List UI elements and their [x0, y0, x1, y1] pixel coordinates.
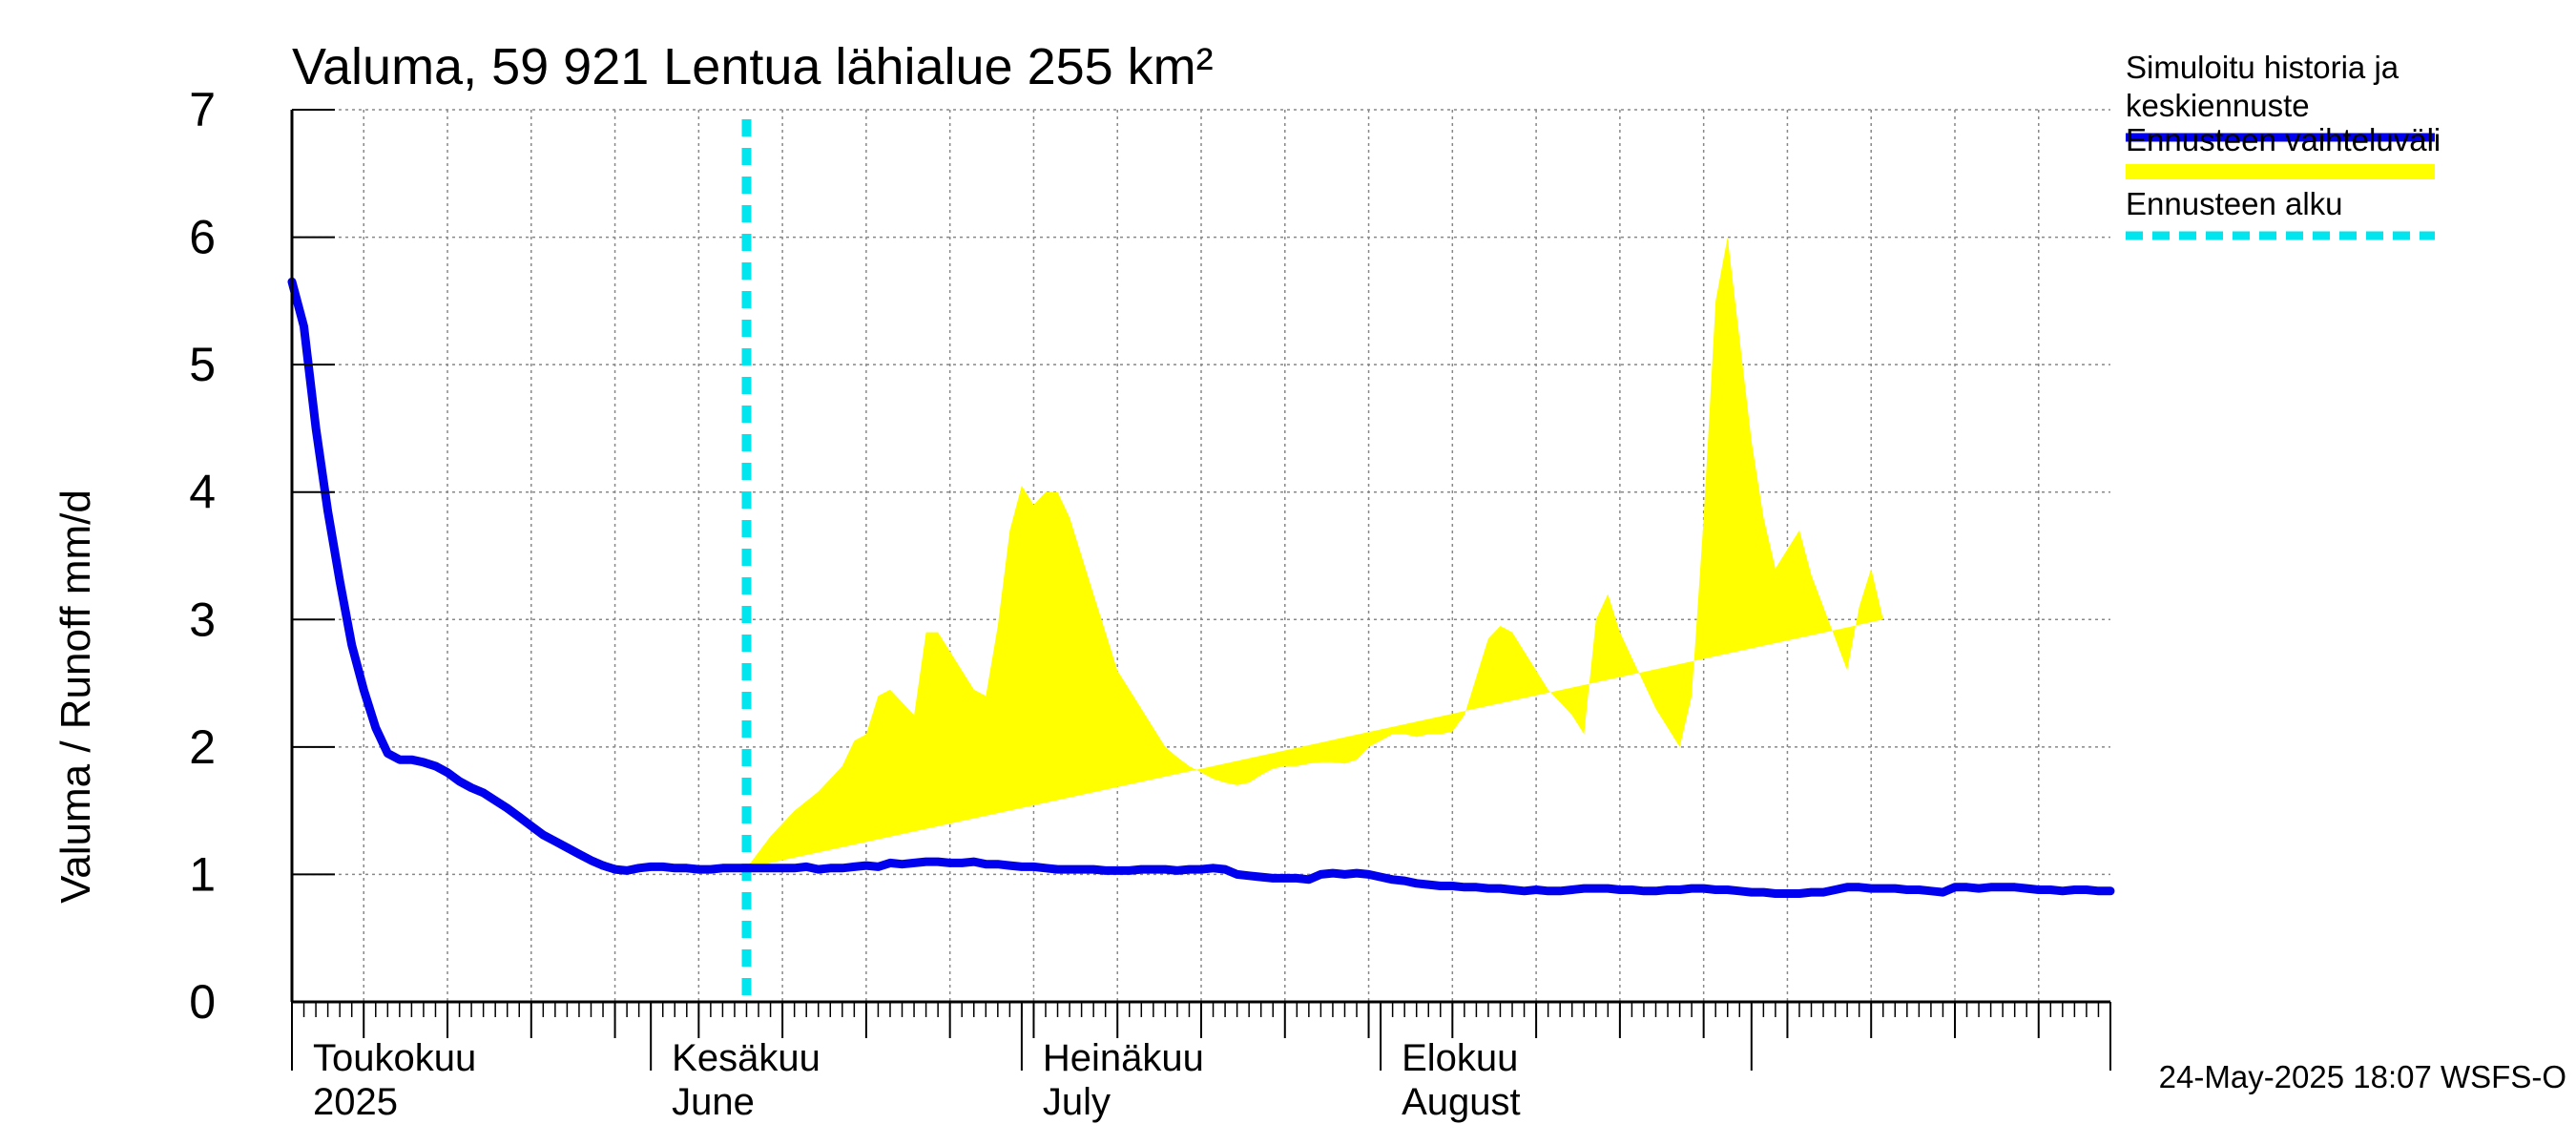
- mean-line: [287, 277, 2115, 898]
- y-ticks: 0 1 2 3 4 5 6 7: [189, 83, 335, 1029]
- y-axis-label: Valuma / Runoff mm/d: [52, 489, 99, 904]
- legend: Simuloitu historia jakeskiennusteEnnuste…: [2126, 50, 2441, 240]
- month-sublabel: July: [1043, 1081, 1111, 1123]
- legend-label: Ennusteen alku: [2126, 186, 2343, 221]
- forecast-range-area: [746, 237, 1883, 868]
- chart-title: Valuma, 59 921 Lentua lähialue 255 km²: [292, 38, 1214, 95]
- month-label: Kesäkuu: [672, 1037, 821, 1079]
- legend-label: Simuloitu historia ja: [2126, 50, 2399, 85]
- forecast-range: [746, 237, 1883, 868]
- month-label: Elokuu: [1402, 1037, 1518, 1079]
- mean-series: [287, 277, 2115, 898]
- month-label: Toukokuu: [313, 1037, 476, 1079]
- y-tick-label: 3: [189, 593, 216, 646]
- y-tick-label: 4: [189, 466, 216, 519]
- legend-label: Ennusteen vaihteluväli: [2126, 122, 2441, 157]
- month-sublabel: 2025: [313, 1081, 398, 1123]
- y-tick-label: 1: [189, 847, 216, 901]
- y-tick-label: 0: [189, 975, 216, 1029]
- y-tick-label: 5: [189, 338, 216, 391]
- month-sublabel: August: [1402, 1081, 1521, 1123]
- footer-timestamp: 24-May-2025 18:07 WSFS-O: [2159, 1059, 2566, 1094]
- y-tick-label: 7: [189, 83, 216, 136]
- y-tick-label: 6: [189, 211, 216, 264]
- y-tick-label: 2: [189, 720, 216, 774]
- month-sublabel: June: [672, 1081, 755, 1123]
- month-label: Heinäkuu: [1043, 1037, 1204, 1079]
- grid: [292, 109, 2110, 1002]
- legend-label-line2: keskiennuste: [2126, 88, 2310, 123]
